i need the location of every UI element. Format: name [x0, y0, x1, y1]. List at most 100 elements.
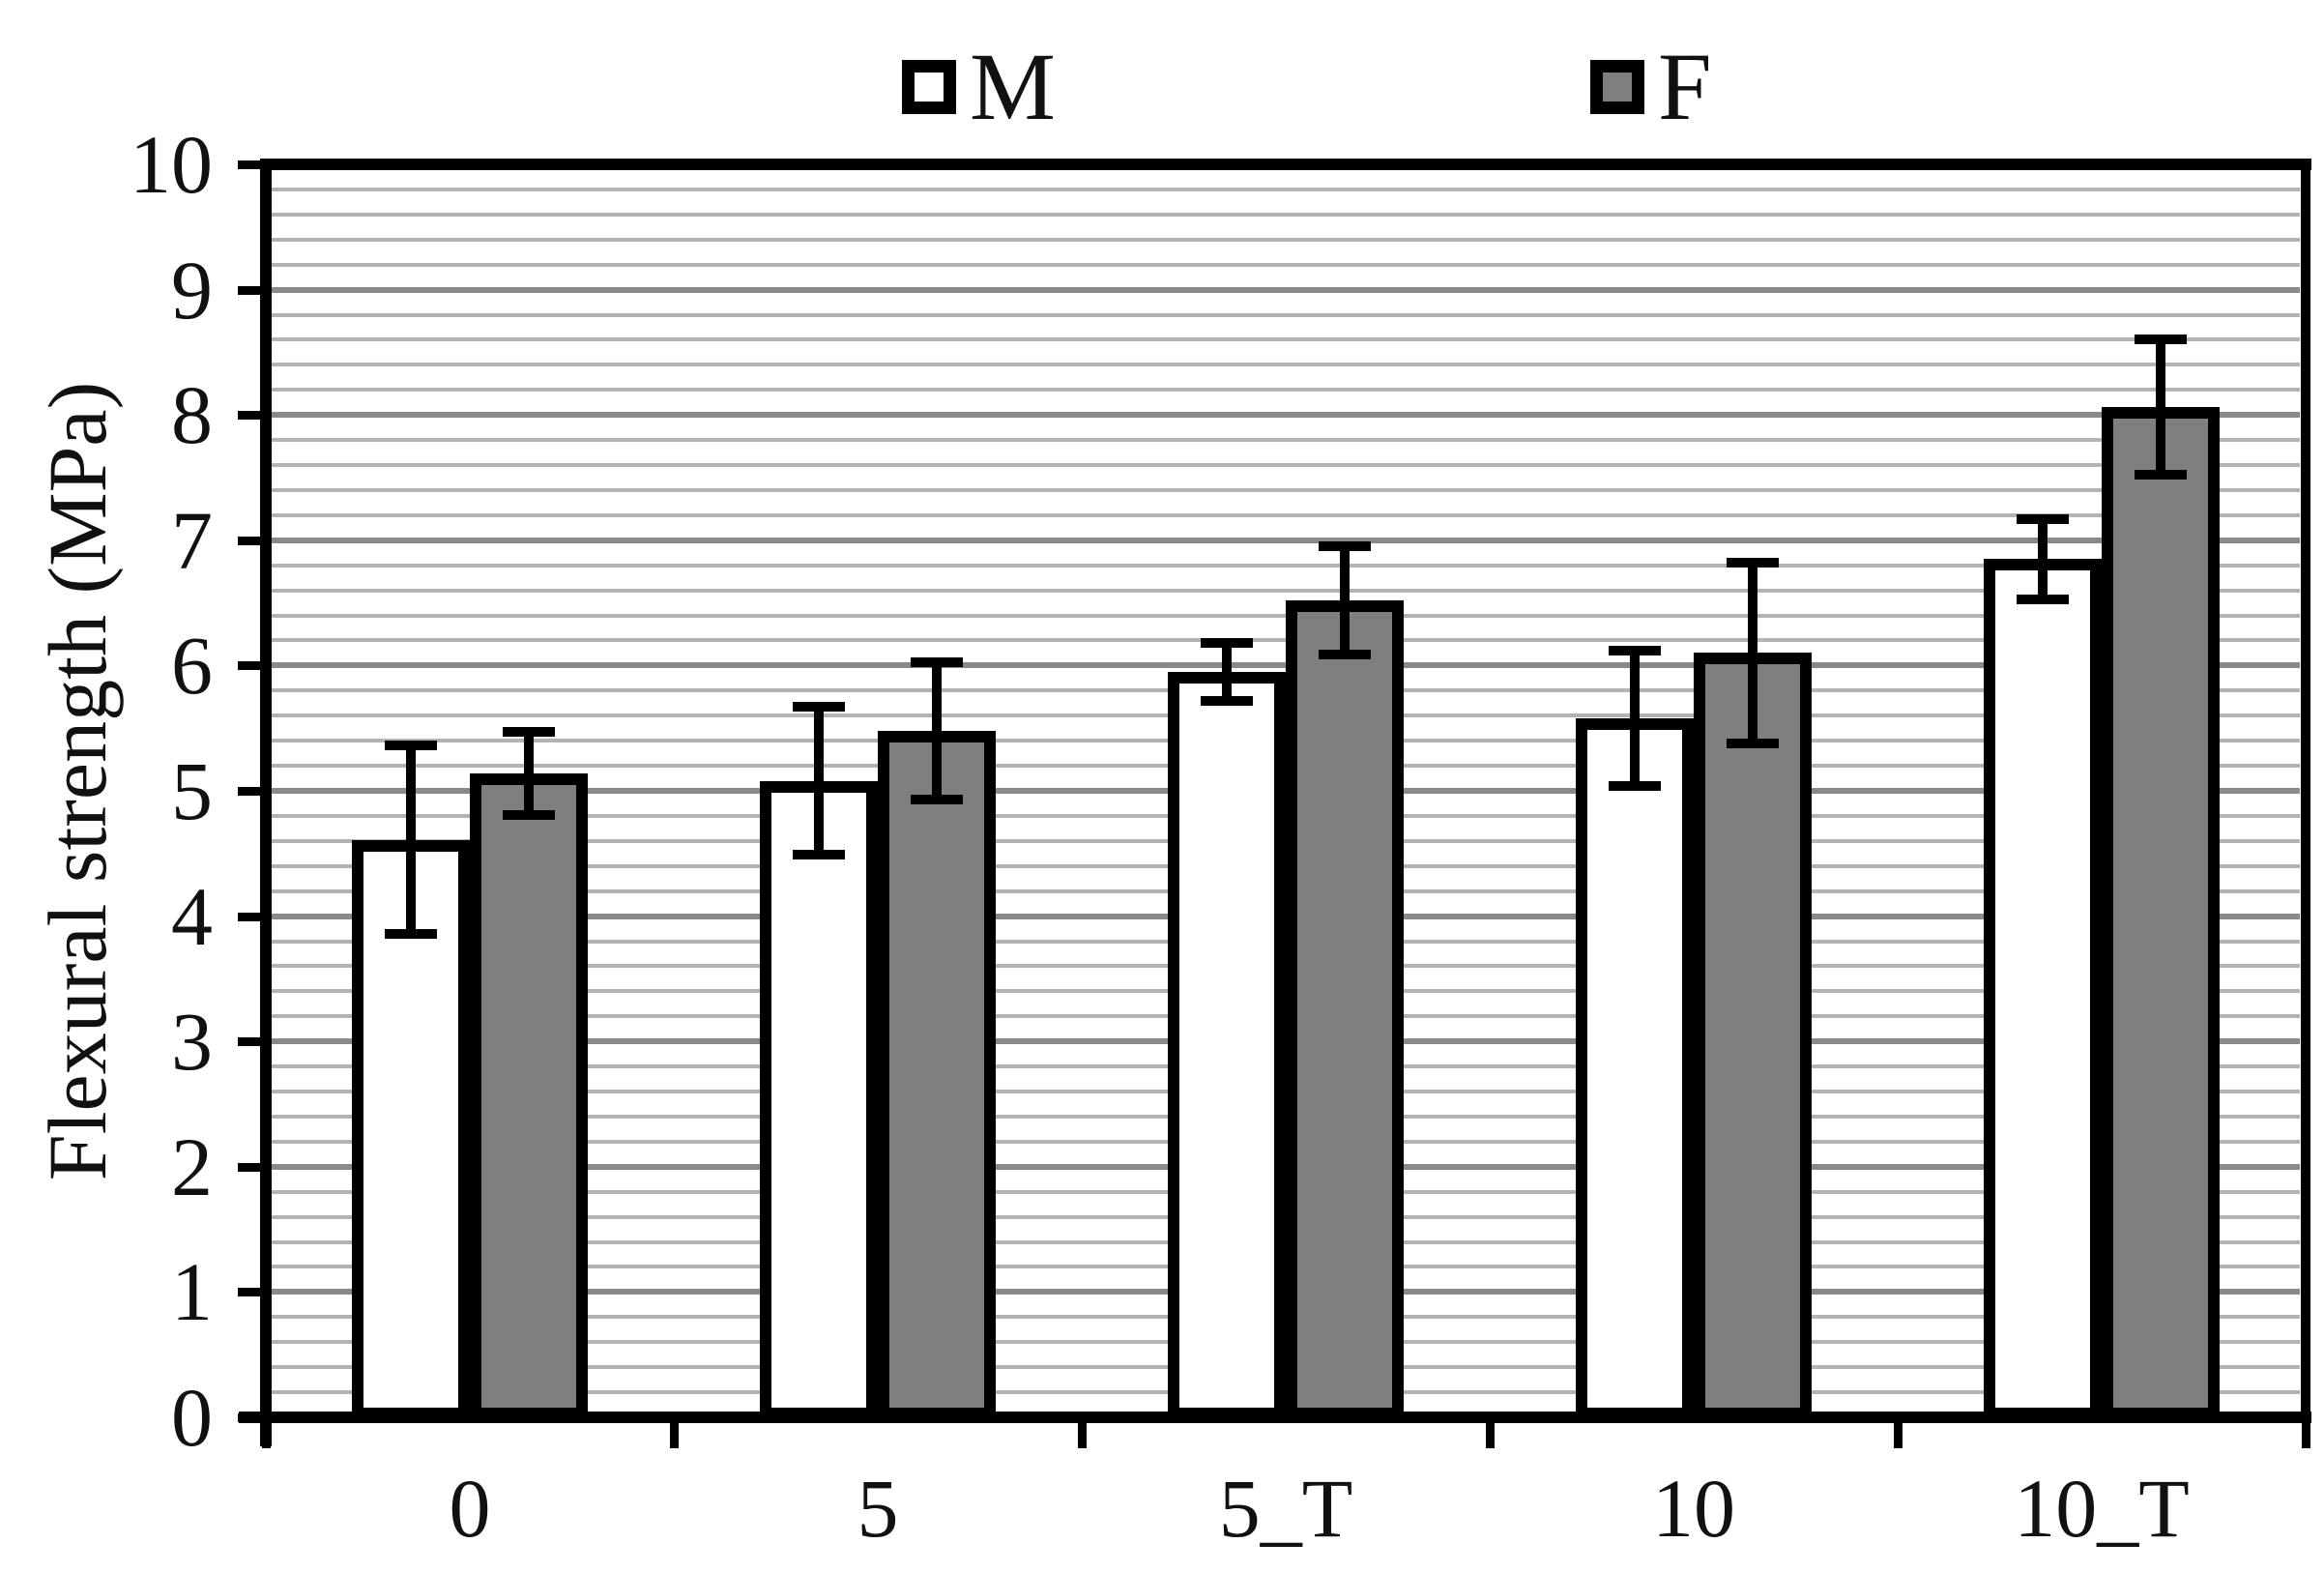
gridline-minor	[272, 563, 2300, 568]
gridline-minor	[272, 187, 2300, 191]
y-tick-label-4: 4	[171, 869, 213, 963]
y-tick	[238, 661, 266, 671]
plot-right-border	[2301, 159, 2310, 1423]
x-tick	[1078, 1421, 1087, 1448]
y-tick-label-5: 5	[171, 744, 213, 837]
error-cap-bottom	[1319, 649, 1371, 659]
x-tick	[2302, 1421, 2310, 1448]
plot-top-border	[260, 159, 2311, 170]
y-tick-label-10: 10	[130, 118, 213, 211]
legend-label-f: F	[1658, 33, 1712, 140]
legend-item-f: F	[1590, 34, 1712, 140]
bar-m-5	[760, 780, 878, 1419]
y-tick	[238, 912, 266, 921]
error-bar-m-5	[814, 707, 824, 856]
gridline-minor	[272, 463, 2300, 468]
error-cap-top	[911, 656, 963, 667]
gridline-minor	[272, 438, 2300, 443]
bar-f-10_T	[2102, 407, 2220, 1419]
x-category-label-10: 10	[1652, 1462, 1735, 1555]
x-tick	[1894, 1421, 1903, 1448]
error-bar-f-10_T	[2156, 339, 2165, 476]
error-cap-bottom	[2017, 594, 2069, 604]
bar-f-10	[1694, 653, 1812, 1419]
error-cap-bottom	[2135, 470, 2187, 480]
y-tick-label-8: 8	[171, 368, 213, 462]
error-cap-bottom	[1201, 695, 1253, 706]
bar-m-5_T	[1168, 671, 1286, 1419]
error-cap-top	[385, 741, 437, 751]
bar-f-5	[878, 730, 996, 1419]
error-cap-top	[1201, 638, 1253, 649]
x-category-label-0: 0	[449, 1462, 491, 1555]
y-tick-label-7: 7	[171, 493, 213, 587]
error-cap-bottom	[1609, 780, 1661, 791]
y-tick	[238, 1037, 266, 1047]
gridline-minor	[272, 312, 2300, 317]
legend-label-m: M	[970, 33, 1056, 140]
x-category-label-5: 5	[857, 1462, 899, 1555]
error-cap-top	[2017, 513, 2069, 524]
x-tick	[262, 1421, 271, 1448]
gridline-major	[272, 412, 2300, 419]
gridline-minor	[272, 487, 2300, 492]
error-cap-top	[1319, 541, 1371, 552]
error-bar-m-0	[406, 745, 416, 934]
error-cap-top	[2135, 335, 2187, 345]
y-tick	[238, 787, 266, 796]
y-tick-label-9: 9	[171, 243, 213, 336]
gridline-major	[272, 286, 2300, 293]
y-tick	[238, 1413, 266, 1422]
gridline-minor	[272, 212, 2300, 217]
x-tick	[1486, 1421, 1495, 1448]
x-tick	[670, 1421, 679, 1448]
y-tick-label-0: 0	[171, 1371, 213, 1464]
error-cap-bottom	[911, 795, 963, 805]
y-tick	[238, 160, 266, 169]
error-cap-top	[503, 727, 555, 738]
bar-f-5_T	[1286, 600, 1404, 1419]
error-bar-f-5_T	[1340, 546, 1350, 655]
error-bar-m-5_T	[1222, 643, 1232, 701]
error-cap-bottom	[503, 809, 555, 820]
error-bar-f-0	[524, 732, 534, 815]
error-bar-m-10_T	[2038, 518, 2048, 599]
legend-swatch-f-icon	[1590, 60, 1644, 114]
error-bar-f-10	[1748, 563, 1758, 743]
gridline-minor	[272, 388, 2300, 393]
legend-swatch-m-icon	[902, 60, 956, 114]
gridline-minor	[272, 588, 2300, 593]
y-tick	[238, 1288, 266, 1297]
bar-f-0	[470, 772, 588, 1419]
gridline-minor	[272, 363, 2300, 367]
legend-item-m: M	[902, 34, 1056, 140]
error-cap-top	[1609, 645, 1661, 655]
error-bar-f-5	[932, 661, 942, 801]
gridline-minor	[272, 337, 2300, 342]
gridline-major	[272, 537, 2300, 543]
gridline-minor	[272, 512, 2300, 517]
error-cap-bottom	[1727, 738, 1779, 748]
error-cap-top	[1727, 558, 1779, 568]
gridline-minor	[272, 237, 2300, 242]
y-tick	[238, 536, 266, 545]
gridline-minor	[272, 262, 2300, 267]
y-tick-label-2: 2	[171, 1120, 213, 1213]
error-cap-bottom	[385, 928, 437, 939]
bar-m-10	[1576, 717, 1694, 1419]
y-axis-line	[260, 159, 272, 1446]
y-tick-label-6: 6	[171, 619, 213, 713]
bar-m-10_T	[1984, 559, 2102, 1419]
y-tick	[238, 285, 266, 295]
error-cap-bottom	[793, 850, 845, 860]
x-category-label-5_T: 5_T	[1218, 1462, 1353, 1555]
y-tick	[238, 1162, 266, 1172]
x-category-label-10_T: 10_T	[2014, 1462, 2190, 1555]
y-tick	[238, 411, 266, 421]
error-bar-m-10	[1630, 650, 1640, 786]
y-tick-label-1: 1	[171, 1245, 213, 1339]
y-tick-label-3: 3	[171, 995, 213, 1089]
error-cap-top	[793, 702, 845, 713]
